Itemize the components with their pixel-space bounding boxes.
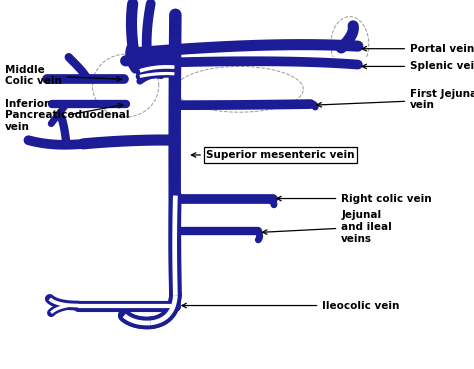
Text: Right colic vein: Right colic vein (277, 193, 432, 204)
Text: Jejunal
and ileal
veins: Jejunal and ileal veins (263, 210, 392, 244)
Text: Inferior
Pancreaticoduodenal
vein: Inferior Pancreaticoduodenal vein (5, 99, 129, 132)
Text: First Jejunal
vein: First Jejunal vein (317, 89, 474, 110)
Text: Splenic vein: Splenic vein (362, 61, 474, 72)
Text: Portal vein: Portal vein (362, 44, 474, 54)
Text: Superior mesenteric vein: Superior mesenteric vein (191, 150, 355, 160)
Text: Middle
Colic vein: Middle Colic vein (5, 65, 121, 86)
Text: Ileocolic vein: Ileocolic vein (182, 300, 400, 311)
